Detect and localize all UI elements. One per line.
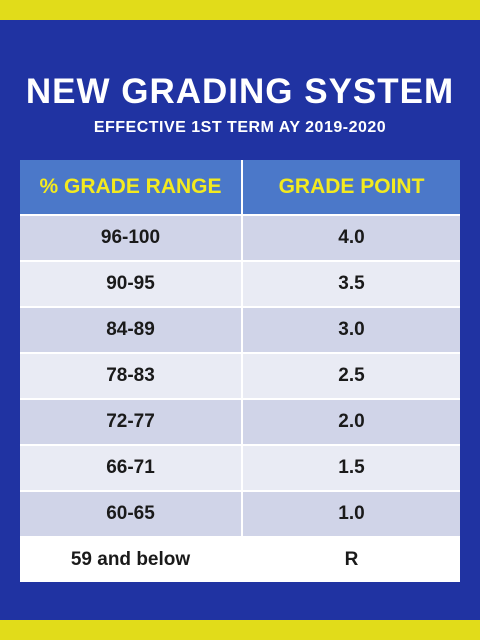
table-row: 72-77 2.0 (20, 398, 460, 445)
grade-point-header: GRADE POINT (241, 160, 460, 215)
grade-range-cell: 84-89 (20, 306, 242, 353)
table-row: 59 and below R (20, 536, 460, 582)
poster-title: NEW GRADING SYSTEM (25, 72, 455, 111)
grade-range-cell: 72-77 (20, 398, 242, 445)
grade-range-cell: 90-95 (20, 260, 242, 307)
poster-subtitle: EFFECTIVE 1ST TERM AY 2019-2020 (93, 119, 387, 136)
grade-point-cell: 2.5 (241, 352, 460, 399)
table-row: 84-89 3.0 (20, 306, 460, 353)
table-row: 90-95 3.5 (20, 260, 460, 307)
table-row: 96-100 4.0 (20, 214, 460, 261)
grade-point-cell: 2.0 (241, 398, 460, 445)
table-header-row: % GRADE RANGE GRADE POINT (20, 160, 460, 215)
table-row: 66-71 1.5 (20, 444, 460, 491)
grade-range-cell: 78-83 (20, 352, 242, 399)
grade-point-cell: R (241, 536, 460, 582)
grade-range-header: % GRADE RANGE (20, 160, 242, 215)
grading-table: % GRADE RANGE GRADE POINT 96-100 4.0 90-… (20, 160, 460, 582)
grade-point-cell: 3.0 (241, 306, 460, 353)
grade-range-cell: 60-65 (20, 490, 242, 537)
table-row: 60-65 1.0 (20, 490, 460, 537)
grade-range-cell: 96-100 (20, 214, 242, 261)
grade-range-cell: 59 and below (20, 536, 242, 582)
grade-range-cell: 66-71 (20, 444, 242, 491)
grade-point-cell: 1.0 (241, 490, 460, 537)
grade-point-cell: 1.5 (241, 444, 460, 491)
grade-point-cell: 4.0 (241, 214, 460, 261)
grade-point-cell: 3.5 (241, 260, 460, 307)
table-row: 78-83 2.5 (20, 352, 460, 399)
